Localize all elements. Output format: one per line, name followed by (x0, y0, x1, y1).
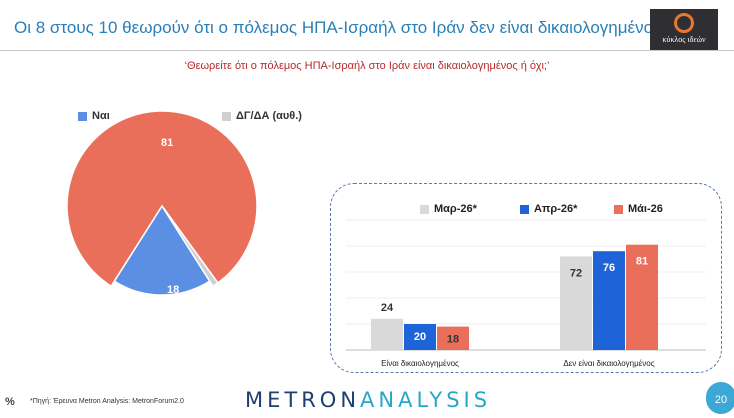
bar-0-2 (437, 326, 469, 350)
bar-data-label-1-2: 81 (636, 256, 648, 268)
bar-data-label-0-1: 20 (414, 331, 426, 343)
bar-legend-swatch-mar (420, 204, 429, 214)
bar-1-2 (626, 244, 658, 350)
bar-1-0 (560, 256, 592, 350)
pie-slice-no (66, 110, 258, 288)
bar-data-label-0-2: 18 (447, 334, 459, 346)
bar-legend-may: Μάι-26 (614, 203, 663, 215)
logo-text: κύκλος ιδεών (662, 35, 706, 44)
bar-0-1 (404, 324, 436, 350)
logo-ring-icon (674, 13, 694, 33)
bar-legend-swatch-may (614, 204, 623, 214)
bar-legend-apr: Απρ-26* (520, 203, 577, 215)
pie-data-label-yes: 18 (167, 284, 180, 296)
bar-legend-label-may: Μάι-26 (628, 203, 663, 215)
bar-legend-label-mar: Μαρ-26* (434, 203, 477, 215)
pie-legend-label-yes: Ναι (92, 110, 110, 122)
bar-1-1 (593, 251, 625, 350)
pie-legend-swatch-dk (222, 111, 231, 121)
bar-category-label: Είναι δικαιολογημένος (381, 359, 459, 368)
pie-legend-label-dk: ΔΓ/ΔΑ (αυθ.) (236, 110, 302, 122)
survey-question: ‘Θεωρείτε ότι ο πόλεμος ΗΠΑ-Ισραήλ στο Ι… (184, 60, 550, 72)
pie-data-label-no: 81 (161, 137, 174, 149)
bar-data-label-0-0: 24 (381, 302, 394, 314)
bar-data-label-1-0: 72 (570, 267, 582, 279)
kyklos-ideon-logo: κύκλος ιδεών (650, 9, 718, 51)
pie-legend-yes: Ναι (78, 110, 110, 122)
bar-legend-swatch-apr (520, 204, 529, 214)
metron-analysis-logo: METRONANALYSIS (245, 388, 492, 412)
bar-0-0 (371, 318, 403, 350)
page-number-badge: 20 (706, 382, 734, 414)
pie-slice-dk (161, 205, 219, 288)
bar-legend-mar: Μαρ-26* (420, 203, 477, 215)
bar-data-label-1-1: 76 (603, 262, 615, 274)
pie-legend-swatch-yes (78, 111, 87, 121)
page-title: Οι 8 στους 10 θεωρούν ότι ο πόλεμος ΗΠΑ-… (14, 18, 662, 37)
header-divider (0, 50, 734, 51)
pie-legend-dk: ΔΓ/ΔΑ (αυθ.) (222, 110, 302, 122)
pie-slice-yes (113, 204, 211, 296)
source-footnote: *Πηγή: Έρευνα Metron Analysis: MetronFor… (30, 398, 184, 405)
bar-category-label: Δεν είναι δικαιολογημένος (563, 359, 654, 368)
percent-symbol: % (5, 396, 15, 408)
bar-legend-label-apr: Απρ-26* (534, 203, 578, 215)
